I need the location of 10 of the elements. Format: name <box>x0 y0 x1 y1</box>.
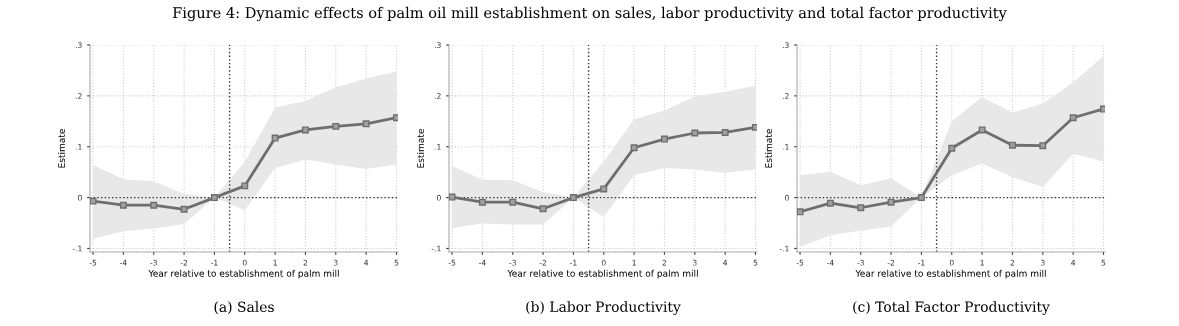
y-axis-title: Estimate <box>58 129 66 168</box>
text: (a) Sales <box>214 301 274 314</box>
x-axis-title: Year relative to establishment of palm mill <box>507 269 698 279</box>
y-axis-title: Estimate <box>417 129 425 168</box>
text: (c) Total Factor Productivity <box>853 301 1050 315</box>
text: Figure 4: Dynamic effects of palm oil mill establishment on sales, labor productivity and total factor productivity <box>172 6 1007 22</box>
text: (b) Labor Productivity <box>526 301 681 315</box>
x-axis-title: Year relative to establishment of palm mill <box>855 269 1046 279</box>
y-axis-title: Estimate <box>765 129 773 168</box>
x-axis-title: Year relative to establishment of palm mill <box>148 269 339 279</box>
